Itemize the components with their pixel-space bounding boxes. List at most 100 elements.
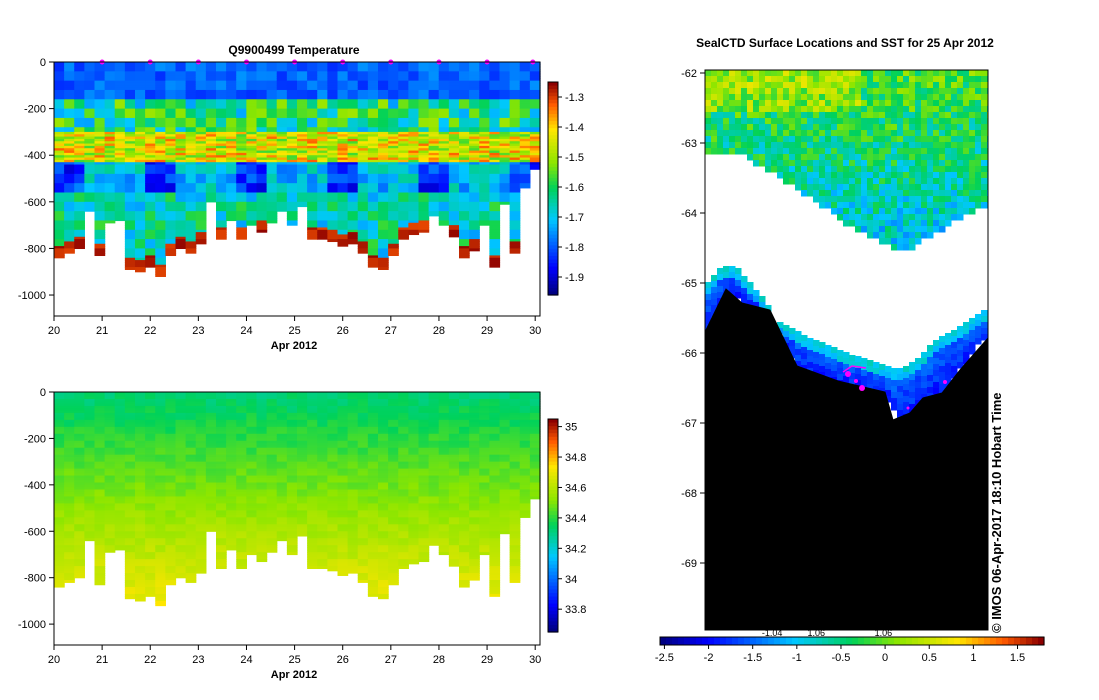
data-cell (165, 166, 177, 170)
data-cell (276, 141, 288, 145)
data-cell (104, 405, 116, 409)
data-cell (54, 227, 65, 231)
data-cell (317, 75, 328, 79)
data-cell (519, 176, 531, 180)
data-cell (408, 180, 420, 184)
data-cell (114, 533, 126, 537)
data-cell (226, 173, 237, 177)
data-cell (145, 542, 156, 546)
data-cell (114, 82, 126, 86)
data-cell (114, 466, 126, 470)
data-cell (74, 515, 85, 518)
data-cell (479, 124, 490, 128)
data-cell (145, 127, 156, 131)
data-cell (94, 456, 106, 460)
data-cell (165, 113, 177, 117)
data-cell (276, 183, 288, 187)
data-cell (367, 113, 379, 117)
data-cell (205, 62, 217, 65)
data-cell (459, 253, 470, 257)
data-cell (378, 115, 389, 119)
data-cell (74, 431, 85, 435)
data-cell (226, 183, 237, 187)
data-cell (165, 531, 177, 535)
data-cell (54, 512, 65, 516)
data-cell (398, 236, 409, 240)
data-cell (195, 394, 207, 398)
data-cell (135, 141, 146, 145)
data-cell (216, 141, 227, 145)
data-cell (155, 134, 166, 138)
data-cell (64, 417, 75, 421)
data-cell (357, 106, 369, 110)
data-cell (175, 573, 187, 576)
data-cell (135, 426, 146, 430)
data-cell (266, 141, 278, 145)
data-cell (205, 131, 217, 135)
data-cell (185, 141, 197, 145)
data-cell (145, 528, 156, 532)
data-cell (459, 108, 470, 112)
data-cell (165, 145, 177, 149)
data-cell (398, 206, 409, 210)
data-cell (195, 183, 207, 187)
data-cell (145, 515, 156, 518)
data-cell (347, 78, 359, 82)
data-cell (114, 489, 126, 493)
data-cell (246, 122, 258, 126)
data-cell (489, 82, 501, 86)
data-cell (175, 176, 187, 180)
data-cell (378, 253, 389, 257)
data-cell (205, 157, 217, 161)
data-cell (388, 129, 399, 133)
data-cell (185, 424, 197, 428)
data-cell (64, 103, 75, 107)
data-cell (428, 194, 440, 198)
data-cell (84, 450, 96, 453)
data-cell (418, 171, 430, 175)
data-cell (64, 218, 75, 222)
data-cell (145, 122, 156, 126)
data-cell (84, 405, 96, 409)
data-cell (124, 589, 136, 593)
data-cell (367, 64, 379, 68)
colorbar-swatch (548, 287, 558, 293)
data-cell (104, 415, 116, 419)
data-cell (216, 71, 227, 75)
data-cell (489, 129, 501, 133)
data-cell (529, 96, 541, 100)
data-cell (226, 215, 237, 219)
data-cell (64, 157, 75, 161)
data-cell (216, 213, 227, 217)
data-cell (94, 459, 106, 463)
data-cell (84, 401, 96, 405)
data-cell (509, 64, 521, 68)
data-cell (499, 117, 511, 121)
data-cell (216, 138, 227, 142)
data-cell (297, 143, 308, 147)
data-cell (469, 185, 480, 189)
data-cell (367, 143, 379, 147)
data-cell (337, 138, 349, 142)
data-cell (408, 82, 420, 86)
data-cell (347, 62, 359, 65)
data-cell (479, 66, 490, 70)
data-cell (155, 85, 166, 89)
data-cell (94, 201, 106, 205)
data-cell (94, 531, 106, 535)
data-cell (175, 394, 187, 398)
data-cell (337, 117, 349, 121)
data-cell (104, 115, 116, 119)
data-cell (94, 473, 106, 477)
data-cell (408, 206, 420, 210)
data-cell (74, 424, 85, 428)
data-cell (276, 143, 288, 147)
data-cell (317, 178, 328, 182)
data-cell (428, 211, 440, 215)
data-cell (489, 187, 501, 191)
data-cell (94, 234, 106, 238)
data-cell (74, 419, 85, 423)
data-cell (398, 178, 409, 182)
data-cell (216, 187, 227, 191)
data-cell (226, 213, 237, 217)
